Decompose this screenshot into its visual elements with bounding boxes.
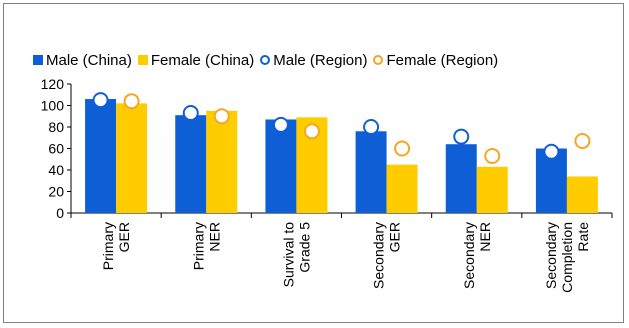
bar-male-china (355, 131, 387, 213)
marker-male-region (363, 119, 380, 135)
marker-female-region (123, 93, 140, 110)
y-tick-label: 60 (48, 141, 64, 157)
legend-label-male-china: Male (China) (46, 51, 132, 69)
bar-male-china (265, 119, 297, 213)
marker-female-region (394, 140, 411, 157)
bar-female-china (566, 176, 598, 213)
legend-label-male-region: Male (Region) (273, 51, 368, 69)
x-category-label: PrimaryNER (190, 222, 222, 270)
legend-marker-male-region (260, 55, 271, 65)
marker-male-region (92, 92, 109, 109)
bar-female-china (476, 166, 508, 213)
x-category-label-line: Completion (559, 222, 575, 293)
x-category-label-line: Primary (190, 222, 206, 270)
x-category-label: SecondaryNER (461, 222, 493, 289)
marker-male-region (182, 105, 199, 122)
y-tick-label: 20 (48, 184, 64, 200)
legend-label-female-region: Female (Region) (386, 51, 499, 69)
x-category-label-line: GER (387, 222, 403, 252)
bar-male-china (85, 99, 117, 213)
x-category-label-line: Rate (575, 222, 591, 252)
x-category-label-line: Secondary (371, 222, 387, 289)
y-tick-label: 80 (48, 119, 64, 135)
x-category-label: SecondaryGER (371, 222, 403, 289)
legend-marker-female-region (373, 55, 384, 65)
x-category-label-line: Survival to (280, 222, 296, 288)
x-category-label-line: Grade 5 (296, 222, 312, 273)
marker-female-region (303, 123, 320, 140)
x-category-label-line: GER (116, 222, 132, 252)
marker-male-region (543, 143, 560, 160)
y-tick-label: 120 (41, 76, 65, 92)
x-category-label-line: Primary (100, 222, 116, 270)
bar-female-china (116, 103, 148, 213)
legend-item-male-region: Male (Region) (260, 52, 367, 69)
marker-female-region (484, 148, 501, 165)
legend-swatch-male-china (33, 55, 43, 65)
legend: Male (China) Female (China) Male (Region… (33, 50, 504, 70)
marker-male-region (272, 116, 289, 133)
x-category-label-line: Secondary (461, 222, 477, 289)
marker-female-region (574, 132, 591, 149)
x-category-label: SecondaryCompletionRate (543, 222, 591, 293)
x-category-label-line: NER (477, 222, 493, 252)
legend-item-female-region: Female (Region) (373, 52, 498, 69)
marker-female-region (213, 108, 230, 125)
bar-male-china (175, 115, 207, 213)
legend-swatch-female-china (137, 55, 148, 65)
x-category-label: PrimaryGER (100, 222, 132, 270)
legend-item-female-china: Female (China) (137, 51, 255, 69)
bar-female-china (206, 110, 238, 213)
x-category-label: Survival toGrade 5 (280, 222, 312, 288)
legend-item-male-china: Male (China) (33, 52, 132, 69)
x-category-label-line: Secondary (543, 222, 559, 289)
y-tick-label: 100 (41, 98, 65, 114)
legend-label-female-china: Female (China) (150, 51, 255, 69)
x-category-label-line: NER (206, 222, 222, 252)
bar-male-china (445, 144, 477, 213)
y-tick-label: 40 (48, 162, 64, 178)
bar-female-china (386, 164, 418, 213)
y-tick-label: 0 (56, 205, 64, 221)
marker-male-region (453, 128, 470, 145)
